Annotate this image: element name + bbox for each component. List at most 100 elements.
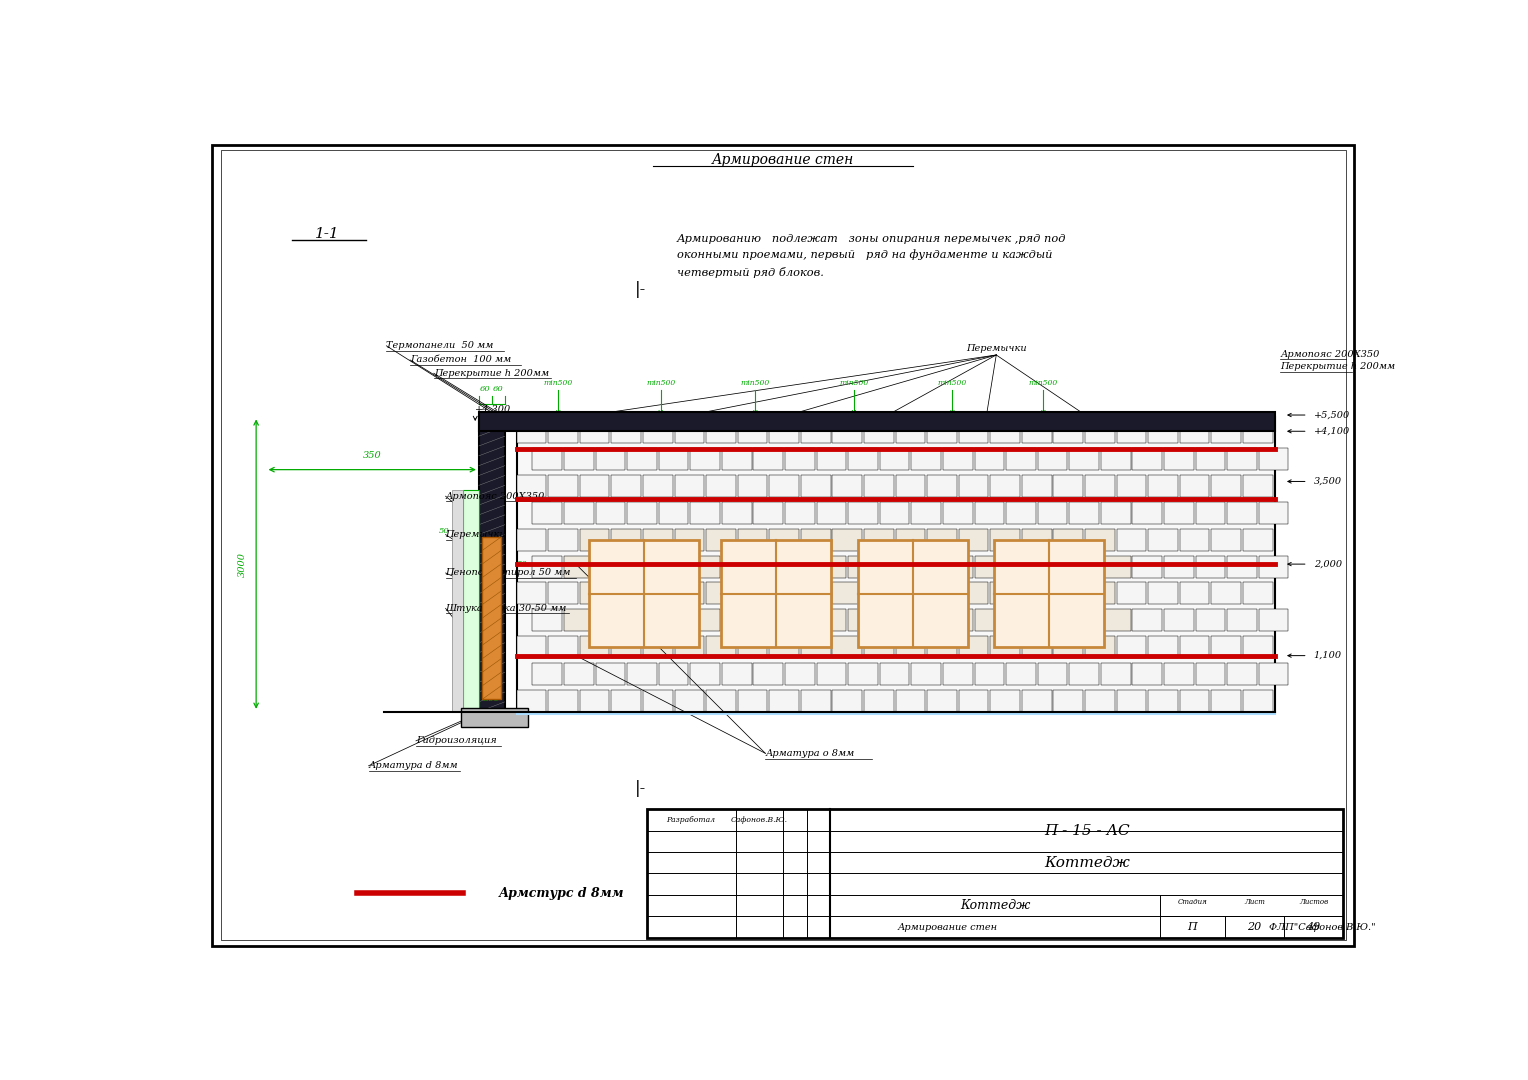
Bar	[1164, 448, 1193, 470]
Bar	[1085, 529, 1115, 551]
Bar	[611, 582, 642, 605]
Bar	[990, 690, 1021, 712]
Bar	[1132, 609, 1163, 631]
Bar	[659, 609, 689, 631]
Bar	[1117, 421, 1146, 443]
Bar	[753, 502, 784, 524]
Bar	[1148, 690, 1178, 712]
Bar	[706, 690, 736, 712]
Bar	[785, 448, 814, 470]
Bar	[532, 555, 562, 578]
Text: Армопояс 200Х350: Армопояс 200Х350	[446, 491, 545, 501]
Bar	[1242, 475, 1273, 497]
Bar	[1053, 636, 1083, 658]
Bar	[549, 529, 578, 551]
Text: Листов: Листов	[1299, 899, 1328, 906]
Bar	[1148, 636, 1178, 658]
Bar	[1259, 448, 1288, 470]
Bar	[706, 582, 736, 605]
Bar	[1100, 555, 1131, 578]
Text: min500: min500	[839, 379, 868, 388]
Bar	[1242, 636, 1273, 658]
Text: 49: 49	[1306, 922, 1320, 932]
Bar	[516, 421, 547, 443]
Bar	[596, 609, 625, 631]
Bar	[549, 690, 578, 712]
Bar	[564, 502, 594, 524]
Bar	[549, 636, 578, 658]
Bar	[626, 555, 657, 578]
Bar	[721, 555, 752, 578]
Bar	[611, 475, 642, 497]
Bar	[833, 636, 862, 658]
Bar	[785, 663, 814, 685]
Bar	[691, 663, 720, 685]
Bar	[1022, 690, 1051, 712]
Bar	[516, 417, 1274, 712]
Bar	[848, 448, 879, 470]
Bar	[863, 421, 894, 443]
Bar	[659, 448, 689, 470]
Bar	[833, 475, 862, 497]
Bar	[943, 663, 973, 685]
Text: 20: 20	[1247, 922, 1262, 932]
Bar	[769, 582, 799, 605]
Bar	[1180, 690, 1210, 712]
Bar	[721, 609, 752, 631]
Bar	[911, 448, 941, 470]
Bar	[579, 582, 610, 605]
Bar	[564, 663, 594, 685]
Bar	[975, 448, 1004, 470]
Text: min500: min500	[646, 379, 675, 388]
Text: Пенополистирол 50 мм: Пенополистирол 50 мм	[446, 568, 571, 578]
Bar	[848, 663, 879, 685]
Bar	[863, 690, 894, 712]
Text: min500: min500	[544, 379, 573, 388]
Bar	[1022, 582, 1051, 605]
Bar	[1038, 448, 1068, 470]
Bar	[1148, 529, 1178, 551]
Bar	[863, 529, 894, 551]
Bar	[738, 582, 767, 605]
Bar	[1005, 663, 1036, 685]
Bar	[753, 663, 784, 685]
Bar	[927, 529, 957, 551]
Bar	[463, 490, 478, 712]
Bar	[1242, 690, 1273, 712]
Bar	[643, 690, 672, 712]
Bar	[1053, 690, 1083, 712]
Bar	[943, 555, 973, 578]
Bar	[1212, 529, 1241, 551]
Bar	[674, 529, 704, 551]
Bar	[1180, 529, 1210, 551]
Bar	[516, 582, 547, 605]
Bar	[564, 448, 594, 470]
Bar	[1100, 663, 1131, 685]
Bar	[990, 529, 1021, 551]
Bar	[1164, 609, 1193, 631]
Text: Арматура о 8мм: Арматура о 8мм	[766, 748, 854, 758]
Bar	[895, 582, 926, 605]
Text: Лист: Лист	[1244, 899, 1265, 906]
Bar	[1242, 529, 1273, 551]
Bar	[1038, 663, 1068, 685]
Text: Газобетон  100 мм: Газобетон 100 мм	[410, 355, 512, 364]
Bar	[857, 540, 967, 647]
Text: Арматура d 8мм: Арматура d 8мм	[368, 761, 458, 770]
Text: +5,500: +5,500	[1314, 410, 1349, 419]
Bar	[1212, 421, 1241, 443]
Bar	[895, 475, 926, 497]
Bar	[769, 529, 799, 551]
Bar	[816, 502, 847, 524]
Text: 50: 50	[516, 561, 527, 568]
Bar	[643, 529, 672, 551]
Bar	[990, 475, 1021, 497]
Bar	[895, 636, 926, 658]
Bar	[549, 582, 578, 605]
Text: П - 15 - АС: П - 15 - АС	[1044, 824, 1129, 837]
Bar	[1022, 421, 1051, 443]
Bar	[1085, 582, 1115, 605]
Bar	[1227, 502, 1258, 524]
Bar	[990, 636, 1021, 658]
Bar	[753, 448, 784, 470]
